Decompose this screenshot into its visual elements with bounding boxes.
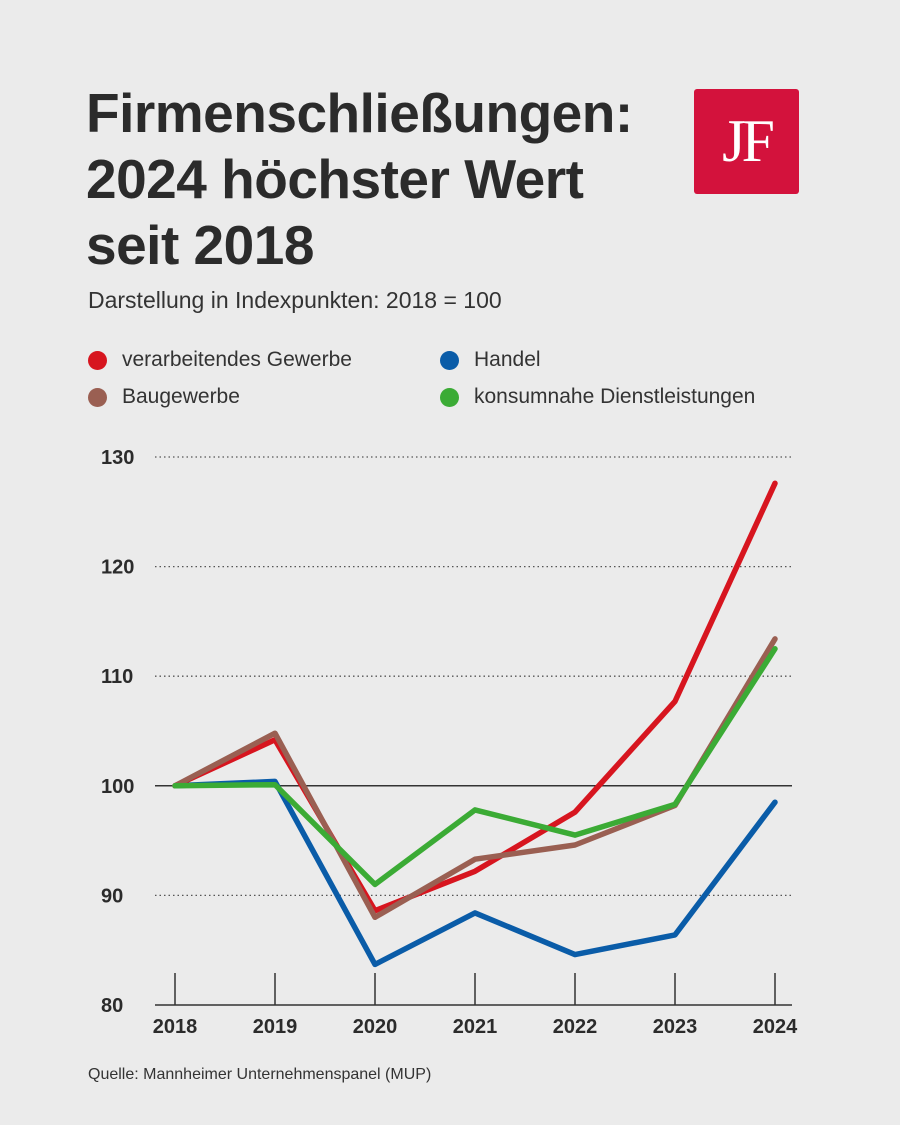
x-tick-label-2019: 2019 <box>253 1016 298 1038</box>
x-tick-label-2018: 2018 <box>153 1016 198 1038</box>
y-tick-label-130: 130 <box>101 447 134 469</box>
y-tick-label-120: 120 <box>101 557 134 579</box>
x-tick-label-2021: 2021 <box>453 1016 498 1038</box>
y-tick-label-80: 80 <box>101 995 123 1017</box>
y-tick-label-100: 100 <box>101 776 134 798</box>
y-tick-label-90: 90 <box>101 885 123 907</box>
x-tick-label-2022: 2022 <box>553 1016 598 1038</box>
x-tick-label-2024: 2024 <box>753 1016 798 1038</box>
line-chart: 80 90 100 110 120 130 2018 2019 2020 2021 2022 2023… <box>0 0 900 1060</box>
x-tick-label-2023: 2023 <box>653 1016 698 1038</box>
series-line-verarbeitendes-gewerbe <box>175 483 775 910</box>
y-tick-label-110: 110 <box>101 666 133 688</box>
source-note: Quelle: Mannheimer Unternehmenspanel (MU… <box>88 1066 431 1084</box>
x-tick-label-2020: 2020 <box>353 1016 398 1038</box>
